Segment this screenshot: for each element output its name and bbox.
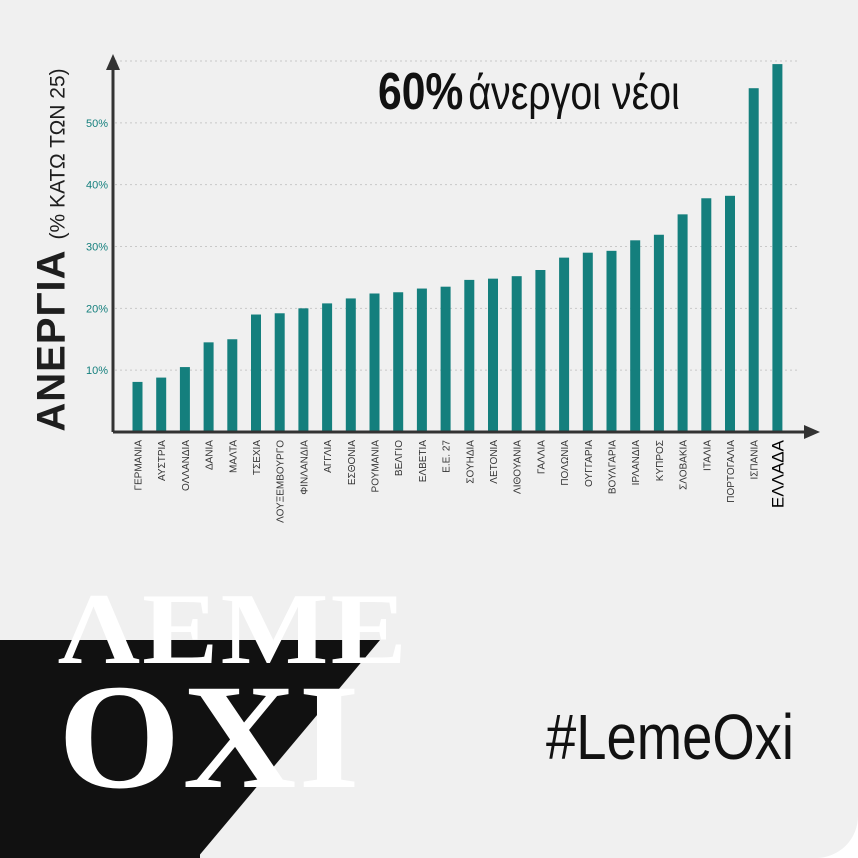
x-tick-label: ΓΑΛΛΙΑ (536, 440, 547, 474)
x-tick-label: ΛΕΤΟΝΙΑ (489, 440, 500, 484)
bar (677, 214, 688, 432)
bar (511, 276, 522, 432)
bar (298, 308, 309, 432)
x-tick-label: Ε.Ε. 27 (442, 440, 453, 473)
bar (393, 292, 404, 432)
bar (582, 252, 593, 432)
headline-text: άνεργοι νέοι (468, 67, 680, 120)
bar (156, 377, 167, 432)
headline: 60% άνεργοι νέοι (378, 62, 680, 122)
x-tick-label: ΔΑΝΙΑ (205, 440, 216, 470)
chart-axes (106, 54, 820, 439)
bar (701, 198, 712, 432)
y-axis-title-wrap: ΑΝΕΡΓΙΑ (% ΚΑΤΩ ΤΩΝ 25) (22, 60, 82, 440)
bar (630, 240, 641, 432)
chart-bars (132, 64, 783, 432)
x-tick-label: ΒΟΥΛΓΑΡΙΑ (608, 440, 619, 494)
x-tick-label: ΙΣΠΑΝΙΑ (750, 440, 761, 480)
x-tick-label: ΑΥΣΤΡΙΑ (157, 440, 168, 481)
x-tick-label: ΡΟΥΜΑΝΙΑ (371, 440, 382, 493)
y-tick-label: 30% (86, 242, 108, 254)
bar (559, 257, 570, 432)
bar (748, 88, 759, 432)
x-tick-label: ΑΓΓΛΙΑ (323, 440, 334, 473)
x-tick-label: ΛΙΘΟΥΑΝΙΑ (513, 440, 524, 494)
x-tick-label: ΚΥΠΡΟΣ (655, 440, 666, 481)
bar (203, 342, 214, 432)
y-tick-label: 40% (86, 180, 108, 192)
x-tick-label: ΕΛΒΕΤΙΑ (418, 440, 429, 483)
x-tick-label: ΒΕΛΓΙΟ (394, 440, 405, 476)
bar (369, 293, 380, 432)
bar (274, 313, 285, 432)
logo-line-1: ΛΕΜΕ (58, 573, 410, 686)
bar-chart: 10% 20% 30% 40% 50% ΓΕΡΜΑΝΙΑ ΑΥΣΤΡΙΑ ΟΛΛΑΝΔΙΑ Δ… (86, 54, 820, 523)
bar (345, 298, 356, 432)
y-tick-label: 10% (86, 365, 108, 377)
bar (653, 234, 664, 432)
x-tick-label: ΦΙΝΛΑΝΔΙΑ (299, 440, 310, 495)
bar (772, 64, 783, 432)
x-tick-label: ΙΤΑΛΙΑ (702, 440, 713, 471)
x-tick-label: ΜΑΛΤΑ (228, 440, 239, 473)
y-tick-labels: 10% 20% 30% 40% 50% (86, 118, 108, 377)
bar (725, 195, 735, 432)
y-axis-arrow (106, 54, 120, 70)
x-tick-label: ΣΛΟΒΑΚΙΑ (679, 440, 690, 490)
x-tick-label: ΟΥΓΓΑΡΙΑ (584, 440, 595, 487)
headline-percent: 60% (378, 63, 464, 121)
y-tick-label: 50% (86, 118, 108, 130)
x-tick-label: ΓΕΡΜΑΝΙΑ (134, 440, 145, 491)
bar (416, 288, 427, 432)
x-tick-label: ΠΟΡΤΟΓΑΛΙΑ (726, 440, 737, 503)
x-tick-label: ΣΟΥΗΔΙΑ (465, 440, 476, 484)
bar (179, 367, 190, 432)
x-tick-label: ΕΣΘΟΝΙΑ (347, 440, 358, 485)
bar (464, 279, 475, 432)
bar (606, 250, 617, 432)
logo-shadow-base (0, 650, 200, 858)
x-tick-label: ΙΡΛΑΝΔΙΑ (631, 440, 642, 486)
x-tick-label: ΛΟΥΞΕΜΒΟΥΡΓΟ (276, 440, 287, 523)
y-tick-label: 20% (86, 303, 108, 315)
x-axis-arrow (804, 425, 820, 439)
bar (227, 339, 238, 432)
x-tick-label: ΠΟΛΩΝΙΑ (560, 440, 571, 486)
logo: ΛΕΜΕ OXI (58, 579, 407, 812)
bar (251, 314, 261, 432)
y-axis-title: ΑΝΕΡΓΙΑ (% ΚΑΤΩ ΤΩΝ 25) (30, 68, 75, 431)
bar (132, 381, 143, 432)
x-tick-labels: ΓΕΡΜΑΝΙΑ ΑΥΣΤΡΙΑ ΟΛΛΑΝΔΙΑ ΔΑΝΙΑ ΜΑΛΤΑ ΤΣΕΧΙΑ Λ… (134, 439, 788, 523)
x-tick-label: ΕΛΛΑΔΑ (768, 439, 787, 508)
bar (535, 269, 546, 432)
bar (488, 278, 498, 432)
y-axis-title-main: ΑΝΕΡΓΙΑ (29, 249, 74, 432)
logo-line-2: OXI (58, 653, 362, 820)
bar (440, 286, 451, 432)
bar (322, 303, 333, 432)
x-tick-label: ΟΛΛΑΝΔΙΑ (181, 440, 192, 491)
hashtag: #LemeOxi (546, 701, 794, 773)
y-axis-title-sub: (% ΚΑΤΩ ΤΩΝ 25) (46, 68, 70, 240)
x-tick-label: ΤΣΕΧΙΑ (252, 440, 263, 475)
